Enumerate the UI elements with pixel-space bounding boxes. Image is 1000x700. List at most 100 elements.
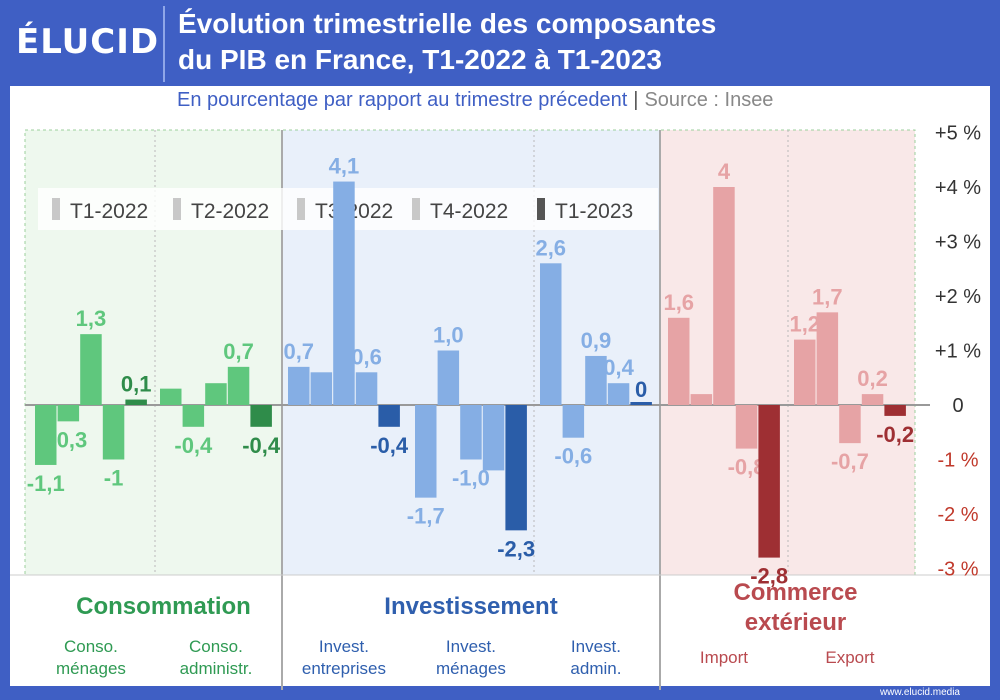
data-label: 0,1 <box>121 372 152 397</box>
data-label: 1,0 <box>433 323 464 348</box>
title-line-1: Évolution trimestrielle des composantes <box>178 8 717 39</box>
bar-commerce-0-2 <box>713 187 735 405</box>
bar-investissement-0-3 <box>355 372 378 405</box>
data-label: 1,3 <box>76 306 107 331</box>
bar-investissement-2-3 <box>607 383 630 405</box>
legend-marker-T2-2022 <box>173 198 181 220</box>
bar-investissement-0-2 <box>333 181 355 405</box>
group-title: Investissement <box>384 593 557 620</box>
data-label: 2,6 <box>535 235 566 260</box>
y-tick-label: +5 % <box>935 123 981 145</box>
bar-investissement-1-3 <box>482 405 505 471</box>
bar-investissement-1-1 <box>437 350 460 405</box>
bar-investissement-1-2 <box>460 405 482 460</box>
legend-label-T1-2022: T1-2022 <box>70 200 148 223</box>
data-label: -0,2 <box>876 422 914 447</box>
category-label: admin. <box>570 659 621 678</box>
category-label: Invest. <box>446 637 496 656</box>
bar-consommation-1-4 <box>250 405 272 427</box>
legend-marker-T3-2022 <box>297 198 305 220</box>
data-label: 0 <box>635 377 647 402</box>
legend-label-T2-2022: T2-2022 <box>191 200 269 223</box>
y-tick-label: +1 % <box>935 341 981 363</box>
bar-investissement-0-0 <box>288 366 310 405</box>
bar-commerce-0-3 <box>735 405 758 449</box>
bar-consommation-0-2 <box>80 334 102 405</box>
bar-commerce-1-3 <box>861 394 884 405</box>
data-label: 0,4 <box>603 355 634 380</box>
y-tick-label: +3 % <box>935 232 981 254</box>
source-label: Source : Insee <box>644 89 774 111</box>
bar-consommation-1-1 <box>182 405 205 427</box>
data-label: -1,1 <box>27 471 65 496</box>
data-label: -0,4 <box>174 433 213 458</box>
data-label: -0,7 <box>831 449 869 474</box>
bar-commerce-1-0 <box>794 339 816 405</box>
legend-marker-T1-2022 <box>52 198 60 220</box>
header: ÉLUCID Évolution trimestrielle des compo… <box>0 0 1000 86</box>
bar-investissement-0-4 <box>378 405 400 427</box>
category-label: Conso. <box>189 637 243 656</box>
bar-commerce-1-4 <box>884 405 906 416</box>
bar-consommation-1-0 <box>160 388 182 405</box>
data-label: 1,6 <box>663 290 694 315</box>
data-label: 1,7 <box>812 284 843 309</box>
data-label: 0,9 <box>581 328 612 353</box>
y-tick-label: -1 % <box>937 450 978 472</box>
group-title: Consommation <box>76 593 251 620</box>
data-label: 1,2 <box>789 312 820 337</box>
bar-consommation-0-0 <box>35 405 57 465</box>
bar-investissement-2-2 <box>585 355 607 405</box>
chart-subtitle: En pourcentage par rapport au trimestre … <box>177 89 773 112</box>
category-label: Invest. <box>319 637 369 656</box>
data-label: 4,1 <box>329 154 360 179</box>
title-line-2: du PIB en France, T1-2022 à T1-2023 <box>178 44 662 75</box>
category-label: Conso. <box>64 637 118 656</box>
bar-consommation-1-2 <box>205 383 227 405</box>
legend-marker-T4-2022 <box>412 198 420 220</box>
chart-title: Évolution trimestrielle des composantes … <box>178 6 978 78</box>
category-label: Import <box>700 648 748 667</box>
data-label: -2,8 <box>750 564 788 589</box>
category-label: Invest. <box>571 637 621 656</box>
plot-frame <box>24 129 916 576</box>
data-label: 0,7 <box>223 339 254 364</box>
data-label: -0,4 <box>242 433 281 458</box>
y-tick-label: +2 % <box>935 286 981 308</box>
data-label: -0,3 <box>49 427 87 452</box>
bar-commerce-1-2 <box>839 405 861 444</box>
legend-label-T4-2022: T4-2022 <box>430 200 508 223</box>
category-label: administr. <box>180 659 253 678</box>
bar-consommation-0-3 <box>102 405 125 460</box>
bar-commerce-0-4 <box>758 405 780 558</box>
legend-label-T1-2023: T1-2023 <box>555 200 633 223</box>
data-label: -2,3 <box>497 536 535 561</box>
data-label: -0,6 <box>554 444 592 469</box>
category-label: ménages <box>436 659 506 678</box>
data-label: 0,7 <box>283 339 314 364</box>
data-label: 0,6 <box>351 344 382 369</box>
bar-commerce-0-0 <box>668 317 690 405</box>
y-tick-label: -3 % <box>937 559 978 581</box>
category-label: entreprises <box>302 659 386 678</box>
subtitle-separator: | <box>633 89 639 111</box>
elucid-logo: ÉLUCID <box>16 22 160 62</box>
legend-marker-T1-2023 <box>537 198 545 220</box>
footer-url[interactable]: www.elucid.media <box>879 687 960 698</box>
y-tick-label: 0 <box>952 395 963 417</box>
bar-investissement-2-1 <box>562 405 585 438</box>
bar-consommation-0-4 <box>125 399 147 405</box>
group-title: extérieur <box>745 609 846 636</box>
data-label: -1 <box>104 466 124 491</box>
group-title: Commerce <box>733 579 857 606</box>
bar-commerce-1-1 <box>816 312 839 405</box>
category-label: Export <box>825 648 874 667</box>
bar-investissement-2-4 <box>630 402 652 405</box>
bar-investissement-0-1 <box>310 372 333 405</box>
bar-investissement-1-0 <box>415 405 437 498</box>
data-label: -0,4 <box>370 433 409 458</box>
category-label: ménages <box>56 659 126 678</box>
bar-commerce-0-1 <box>690 394 713 405</box>
subtitle-text: En pourcentage par rapport au trimestre … <box>177 89 628 111</box>
